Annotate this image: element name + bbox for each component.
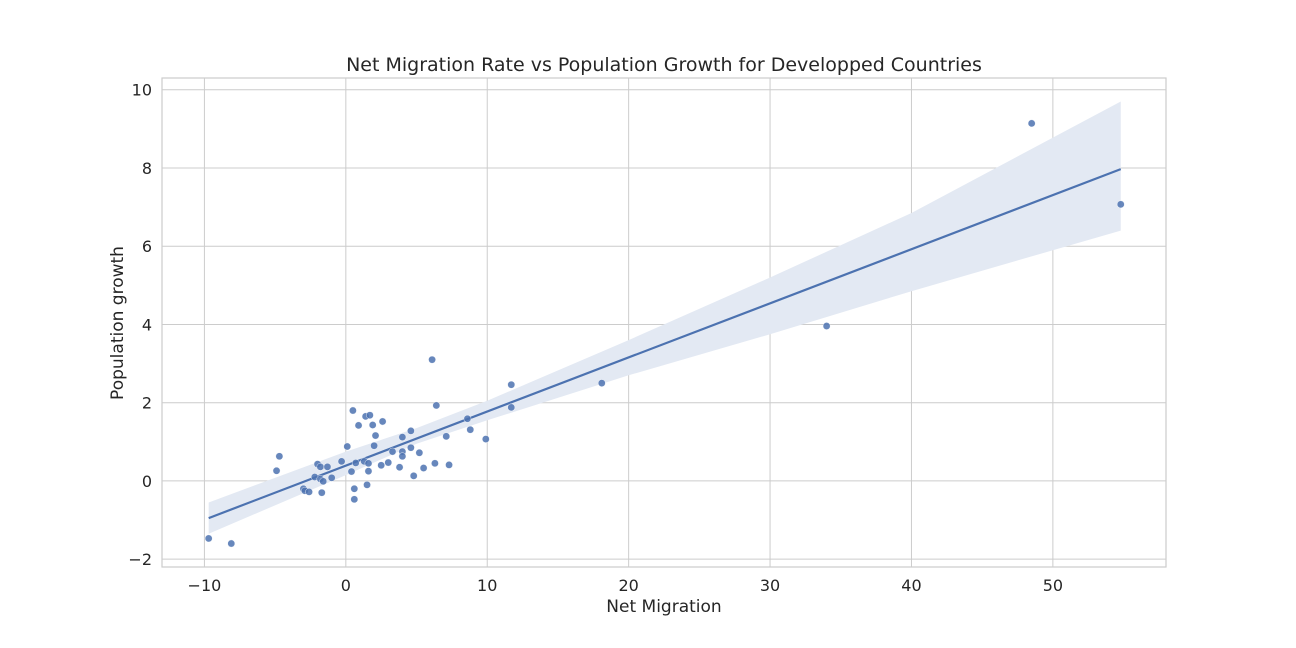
scatter-point: [349, 406, 357, 415]
plot-frame: [161, 77, 1167, 568]
chart-title: Net Migration Rate vs Population Growth …: [346, 54, 982, 76]
x-tick-label: 40: [901, 576, 921, 595]
scatter-point: [354, 421, 363, 430]
data-points: [204, 119, 1125, 548]
scatter-point: [384, 458, 393, 467]
scatter-point: [431, 459, 439, 468]
scatter-point: [363, 481, 371, 489]
confidence-band-layer: [208, 101, 1121, 534]
scatter-point: [463, 414, 472, 423]
x-tick-label: 50: [1043, 576, 1063, 595]
x-tick-label: 30: [760, 576, 780, 595]
scatter-point: [272, 466, 281, 475]
scatter-point: [378, 417, 387, 426]
scatter-point: [319, 477, 328, 486]
scatter-point: [428, 355, 436, 364]
scatter-point: [388, 447, 397, 456]
scatter-point: [305, 488, 313, 496]
scatter-point: [364, 467, 373, 475]
scatter-point: [419, 464, 428, 472]
scatter-point: [368, 421, 377, 429]
scatter-point: [395, 463, 404, 472]
y-tick-label: 0: [142, 472, 152, 491]
scatter-point: [1027, 119, 1036, 128]
scatter-point: [275, 452, 284, 461]
scatter-point: [350, 495, 359, 504]
scatter-point: [398, 433, 407, 441]
scatter-point: [347, 467, 356, 476]
scatter-point: [343, 442, 352, 451]
scatter-point: [415, 448, 424, 457]
scatter-point: [227, 539, 236, 548]
scatter-point: [407, 443, 415, 452]
scatter-point: [337, 457, 346, 466]
y-tick-label: −2: [128, 550, 152, 569]
scatter-point: [822, 322, 831, 330]
scatter-point: [316, 463, 325, 471]
y-tick-label: 8: [142, 159, 152, 178]
scatter-point: [350, 484, 359, 493]
y-tick-labels: −2 0 2 4 6 8 10: [128, 81, 152, 569]
scatter-point: [1116, 200, 1125, 209]
scatter-point: [507, 403, 516, 412]
scatter-point: [371, 431, 380, 440]
scatter-point: [407, 427, 415, 435]
y-axis-title: Population growth: [108, 246, 128, 400]
scatter-point: [323, 463, 332, 471]
scatter-point: [366, 411, 374, 420]
scatter-point: [482, 435, 490, 443]
x-tick-label: 20: [618, 576, 638, 595]
scatter-point: [370, 441, 378, 450]
x-tick-label: 10: [477, 576, 497, 595]
x-tick-label: 0: [341, 576, 351, 595]
scatter-point: [466, 425, 475, 434]
x-axis-title: Net Migration: [606, 597, 721, 617]
scatter-point: [507, 380, 516, 389]
scatter-point: [204, 534, 213, 543]
scatter-point: [442, 432, 451, 441]
regression-line-layer: [208, 168, 1122, 520]
y-tick-label: 4: [142, 315, 152, 334]
scatter-point: [409, 472, 418, 480]
y-tick-label: 2: [142, 394, 152, 413]
scatter-point: [432, 401, 441, 410]
scatter-point: [351, 459, 360, 467]
x-tick-labels: −10 0 10 20 30 40 50: [188, 576, 1064, 595]
scatter-point: [377, 461, 385, 470]
scatter-point: [445, 461, 453, 469]
x-tick-label: −10: [188, 576, 222, 595]
scatter-point: [317, 488, 326, 497]
scatter-point: [364, 459, 373, 468]
confidence-band: [208, 101, 1121, 534]
scatter-point: [327, 474, 336, 482]
scatter-point: [398, 452, 407, 461]
regression-line: [208, 168, 1122, 520]
y-tick-label: 10: [132, 81, 152, 100]
scatter-point: [597, 379, 606, 387]
y-tick-label: 6: [142, 237, 152, 256]
